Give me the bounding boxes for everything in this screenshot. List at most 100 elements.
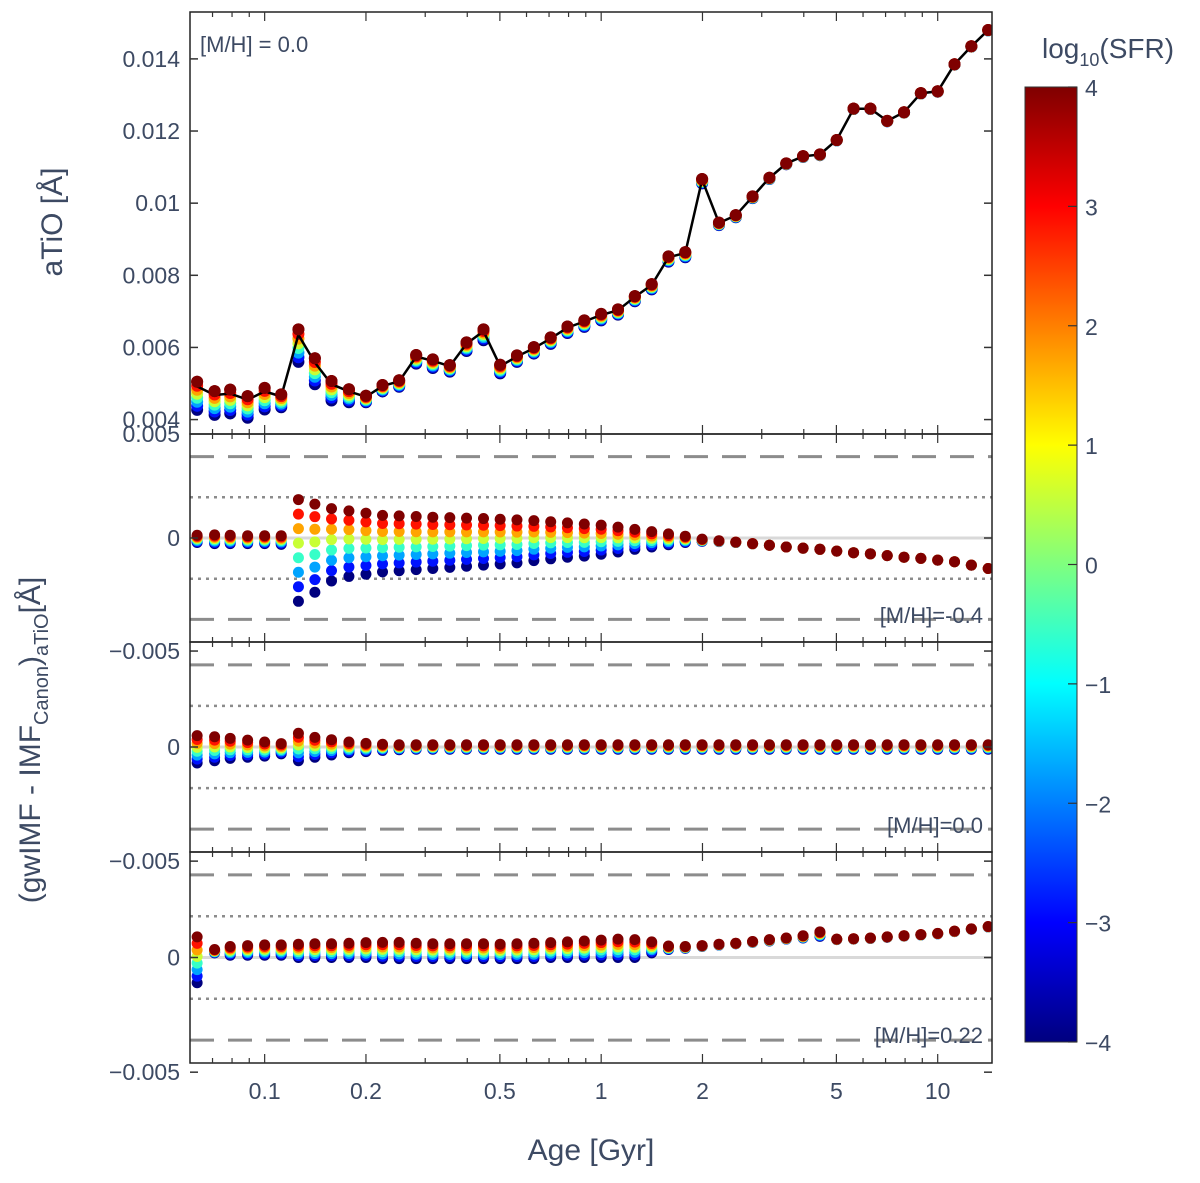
data-point: [646, 936, 658, 948]
colorbar-title: log10(SFR): [1042, 33, 1174, 70]
data-point: [561, 936, 573, 948]
data-point: [864, 932, 876, 944]
data-point-top: [847, 102, 860, 115]
data-point: [377, 566, 389, 578]
data-point: [763, 739, 775, 751]
data-point: [224, 940, 236, 952]
shared-ylabel: (gwIMF - IMFCanon)aTiO[Å]: [14, 577, 53, 904]
data-point: [309, 574, 321, 586]
data-point: [949, 739, 961, 751]
x-tick-label: 10: [925, 1078, 951, 1104]
data-point: [461, 938, 473, 950]
data-point-top: [763, 171, 776, 184]
data-point: [881, 931, 893, 943]
data-point: [848, 739, 860, 751]
data-point: [679, 739, 691, 751]
data-point-top: [410, 349, 423, 362]
data-point: [444, 512, 456, 524]
data-point: [209, 731, 221, 743]
data-point: [915, 929, 927, 941]
data-point-top: [578, 314, 591, 327]
y-tick-label: 0: [167, 945, 180, 971]
data-point: [360, 937, 372, 949]
x-tick-label: 2: [696, 1078, 709, 1104]
data-point: [427, 511, 439, 523]
data-point-top: [780, 157, 793, 170]
y-tick-label: 0: [167, 734, 180, 760]
data-point: [309, 561, 321, 573]
data-point: [292, 566, 304, 578]
data-point: [982, 921, 992, 933]
data-point: [360, 568, 372, 580]
panel-mh-0-0: 0 −0.005: [109, 641, 993, 874]
colorbar-tick-label: −1: [1085, 672, 1111, 698]
data-point-top: [965, 40, 978, 53]
data-point: [393, 510, 405, 522]
data-point: [545, 937, 557, 949]
data-point: [410, 739, 422, 751]
data-point-top: [494, 358, 507, 371]
data-point: [326, 513, 338, 525]
data-point-top: [813, 148, 826, 161]
data-point: [629, 934, 641, 946]
data-point: [393, 739, 405, 751]
data-point: [377, 542, 389, 554]
data-point: [477, 938, 489, 950]
data-point: [209, 529, 221, 541]
data-point: [494, 513, 506, 525]
data-point: [242, 734, 254, 746]
data-point: [393, 936, 405, 948]
data-point: [309, 938, 321, 950]
data-point: [360, 533, 372, 545]
data-point: [629, 739, 641, 751]
data-point-top: [948, 58, 961, 71]
data-point: [292, 595, 304, 607]
data-point: [747, 935, 759, 947]
data-point: [360, 737, 372, 749]
data-point: [898, 930, 910, 942]
data-point-top: [679, 246, 692, 259]
data-point-top: [393, 374, 406, 387]
data-point: [461, 739, 473, 751]
data-point: [410, 556, 422, 568]
data-point: [326, 554, 338, 566]
data-point: [326, 503, 338, 515]
data-point: [898, 739, 910, 751]
colorbar: log10(SFR) 4 3 2 1 0 −1 −2 −3 −4: [1024, 33, 1174, 1056]
data-point: [275, 939, 287, 951]
data-point-top: [662, 250, 675, 263]
data-point-top: [258, 381, 271, 394]
data-point: [410, 564, 422, 576]
data-point: [713, 938, 725, 950]
data-point: [696, 940, 708, 952]
data-point: [797, 542, 809, 554]
data-point: [427, 938, 439, 950]
data-point: [326, 938, 338, 950]
data-point: [763, 539, 775, 551]
data-point: [275, 530, 287, 542]
data-point: [393, 533, 405, 545]
data-point-top: [359, 389, 372, 402]
colorbar-tick-label: 2: [1085, 314, 1098, 340]
data-point: [292, 508, 304, 520]
data-point: [629, 523, 641, 535]
data-point: [377, 509, 389, 521]
data-point: [360, 507, 372, 519]
data-point-top: [376, 378, 389, 391]
data-point: [578, 935, 590, 947]
top-ylabel: aTiO [Å]: [36, 168, 69, 277]
data-point: [343, 542, 355, 554]
colorbar-tick-label: 4: [1085, 75, 1098, 101]
data-point: [292, 537, 304, 549]
data-point: [494, 739, 506, 751]
data-point: [965, 739, 977, 751]
data-point: [343, 937, 355, 949]
colorbar-tick-label: 1: [1085, 433, 1098, 459]
data-point: [612, 521, 624, 533]
data-point: [747, 538, 759, 550]
data-point: [595, 934, 607, 946]
data-point: [410, 937, 422, 949]
data-point: [309, 548, 321, 560]
data-point-top: [477, 323, 490, 336]
data-point: [360, 542, 372, 554]
